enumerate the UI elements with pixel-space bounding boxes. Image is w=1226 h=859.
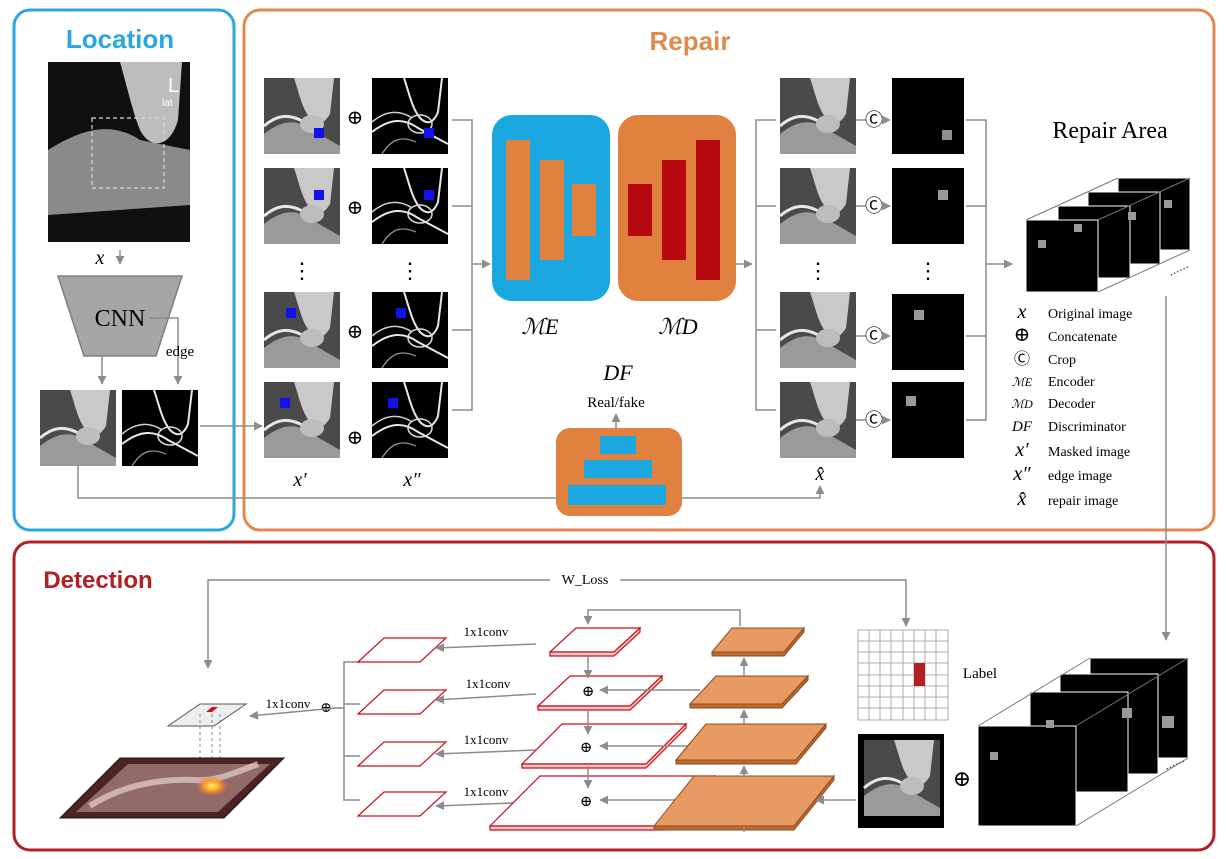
legend-text-5: Discriminator: [1048, 420, 1126, 435]
svg-text:Ⓒ: Ⓒ: [865, 410, 883, 430]
vdots-right: ⋮: [807, 258, 829, 283]
legend-sym-7: x″: [1012, 463, 1031, 485]
legend-sym-0: x: [1017, 301, 1027, 323]
decoder-block: [618, 115, 736, 301]
backbone-planes: [652, 626, 836, 831]
x-hat-label: x̂: [815, 463, 825, 485]
prediction-output: [58, 703, 286, 819]
detection-title: Detection: [43, 567, 152, 594]
cnn-block: [56, 275, 184, 357]
cropped-edge: [121, 389, 199, 467]
vdots-left: ⋮: [291, 258, 313, 283]
legend-text-8: repair image: [1048, 494, 1118, 509]
discriminator-block: [556, 428, 682, 516]
detection-stack: ......: [977, 657, 1189, 827]
crop-symbols: Ⓒ Ⓒ Ⓒ Ⓒ: [856, 110, 891, 430]
svg-text:L: L: [168, 75, 179, 97]
original-xray-image: L lat: [48, 62, 190, 242]
legend-text-6: Masked image: [1048, 445, 1130, 460]
encoder-label: ℳE: [522, 314, 560, 339]
legend-sym-1: ⊕: [1014, 324, 1031, 346]
svg-text:⊕: ⊕: [580, 740, 593, 756]
repair-panel: [242, 8, 1216, 532]
legend-sym-8: x̂: [1017, 488, 1027, 510]
detection-panel: [12, 540, 1216, 852]
vdots-mid: ⋮: [399, 258, 421, 283]
legend-text-4: Decoder: [1048, 397, 1096, 412]
svg-text:⊕: ⊕: [347, 107, 364, 129]
legend-text-7: edge image: [1048, 469, 1112, 484]
svg-text:⊕: ⊕: [582, 684, 595, 700]
conv-label-1: 1x1conv: [466, 676, 511, 691]
x-label: x: [95, 247, 105, 269]
detection-concat: ⊕: [953, 766, 971, 791]
svg-text:⊕: ⊕: [580, 794, 593, 810]
vdots-crop: ⋮: [917, 258, 939, 283]
concat-symbols: ⊕ ⊕ ⊕ ⊕: [347, 107, 364, 449]
svg-text:lat: lat: [162, 98, 173, 109]
final-conv-label: 1x1conv: [266, 696, 311, 711]
conv-label-3: 1x1conv: [464, 784, 509, 799]
edge-label: edge: [166, 344, 195, 360]
conv-label-0: 1x1conv: [464, 624, 509, 639]
svg-text:⊕: ⊕: [347, 321, 364, 343]
legend-text-3: Encoder: [1048, 375, 1095, 390]
x-dprime-label: x″: [402, 469, 421, 491]
legend-text-1: Concatenate: [1048, 330, 1117, 345]
cnn-label: CNN: [95, 306, 146, 332]
masked-image-column: [262, 76, 342, 460]
cropped-xray: [38, 388, 118, 468]
svg-text:Ⓒ: Ⓒ: [865, 326, 883, 346]
encoder-block: [492, 115, 610, 301]
svg-text:Ⓒ: Ⓒ: [865, 196, 883, 216]
legend-sym-4: ℳD: [1011, 397, 1033, 411]
legend-text-2: Crop: [1048, 353, 1076, 368]
legend: x Original image ⊕ Concatenate Ⓒ Crop ℳE…: [1011, 301, 1132, 510]
decoder-label: ℳD: [658, 314, 698, 339]
label-grid: [857, 629, 949, 721]
legend-sym-3: ℳE: [1012, 375, 1033, 389]
location-title: Location: [66, 24, 174, 54]
svg-text:⊕: ⊕: [347, 197, 364, 219]
w-loss-label: W_Loss: [562, 573, 609, 588]
svg-text:Ⓒ: Ⓒ: [865, 110, 883, 130]
svg-text:⊕: ⊕: [347, 427, 364, 449]
svg-text:......: ......: [1165, 257, 1190, 279]
topdown-concat: ⊕ ⊕ ⊕: [580, 684, 595, 810]
discriminator-label: DF: [602, 360, 633, 385]
edge-image-column: [371, 77, 449, 459]
label-text: Label: [963, 666, 997, 682]
conv-output-planes: [356, 637, 448, 817]
x-prime-label: x′: [292, 469, 307, 491]
location-panel: [12, 8, 236, 532]
repair-title: Repair: [650, 26, 731, 56]
legend-sym-5: DF: [1011, 419, 1033, 435]
legend-text-0: Original image: [1048, 307, 1132, 322]
real-fake-label: Real/fake: [587, 395, 645, 411]
conv-label-2: 1x1conv: [464, 732, 509, 747]
detection-input-image: [858, 734, 944, 828]
repair-area-title: Repair Area: [1052, 118, 1168, 144]
legend-sym-2: Ⓒ: [1014, 350, 1030, 368]
conv-labels: 1x1conv 1x1conv 1x1conv 1x1conv: [464, 624, 511, 799]
crop-output-column: [892, 78, 964, 458]
repair-area-stack: ......: [1025, 177, 1191, 293]
legend-sym-6: x′: [1014, 439, 1029, 461]
